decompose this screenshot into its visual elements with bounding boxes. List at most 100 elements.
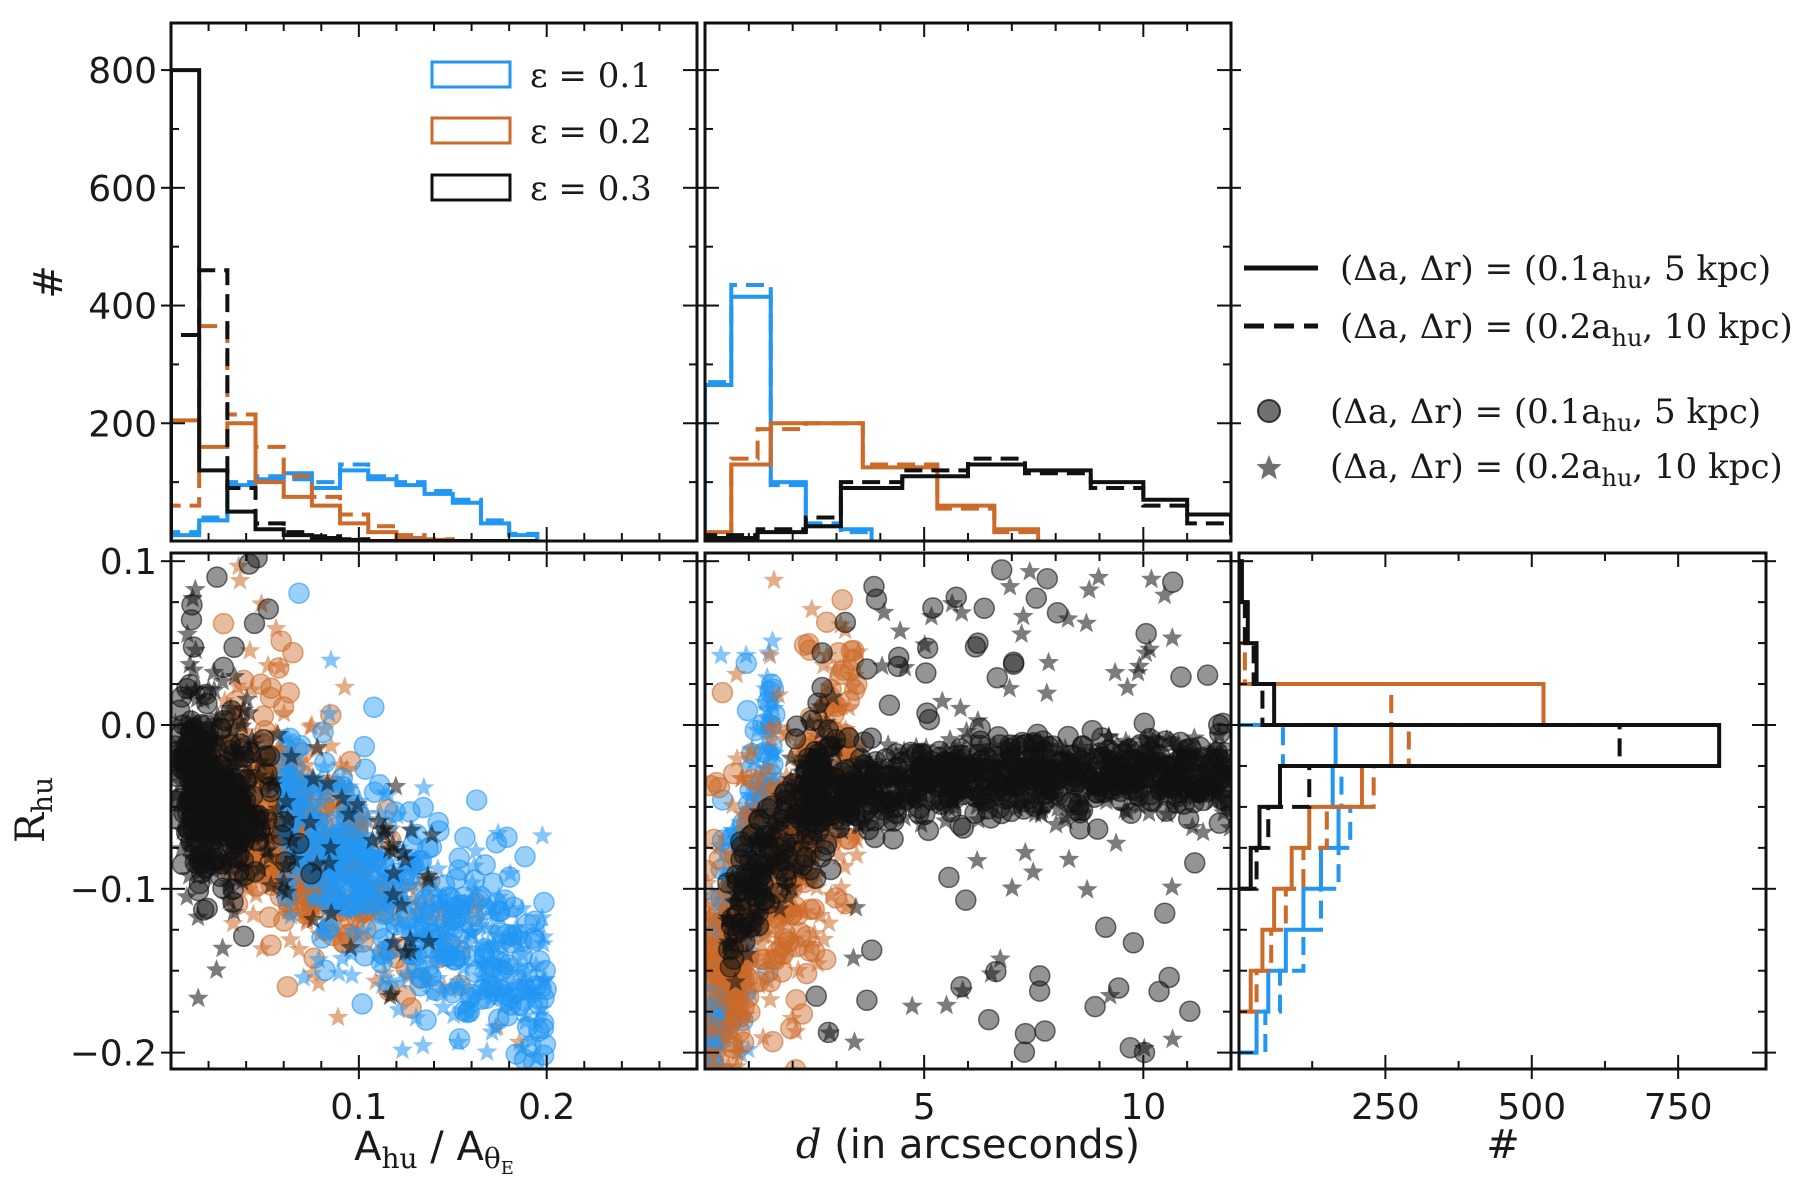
scatter-point-blue (406, 850, 428, 870)
scatter-point-black (1077, 764, 1099, 785)
scatter-point-black (1028, 980, 1051, 1002)
scatter-point-blue (736, 699, 759, 722)
scatter-point-black (1090, 764, 1112, 785)
scatter-point-blue (339, 897, 361, 918)
scatter-point-blue (312, 872, 333, 893)
scatter-point-black (819, 1022, 841, 1042)
scatter-point-blue (303, 866, 325, 887)
scatter-point-black (795, 805, 817, 825)
scatter-point-blue (453, 892, 475, 913)
scatter-point-black (399, 929, 421, 950)
legend-item-3-tail: , 5 kpc) (1632, 392, 1761, 432)
scatter-point-black (191, 862, 213, 884)
scatter-point-black (1084, 995, 1106, 1018)
scatter-point-black (1141, 568, 1162, 589)
scatter-point-blue (463, 869, 486, 891)
scatter-point-blue (379, 850, 401, 871)
panel-bottom-right-histograms (1239, 559, 1722, 1055)
scatter-point-black (1025, 746, 1047, 767)
scatter-point-black (791, 818, 813, 839)
scatter-point-black (1167, 737, 1188, 758)
scatter-point-black (815, 711, 837, 732)
scatter-point-black (232, 800, 254, 821)
scatter-point-orange (353, 864, 375, 885)
scatter-point-blue (736, 755, 758, 776)
scatter-point-black (1046, 602, 1069, 624)
scatter-point-black (811, 797, 833, 818)
scatter-point-black (421, 824, 443, 845)
scatter-point-black (865, 588, 888, 611)
scatter-point-black (915, 662, 937, 684)
top-left-y-tick-label: 800 (88, 51, 157, 92)
scatter-point-blue (332, 799, 354, 819)
scatter-point-orange (329, 754, 351, 775)
scatter-point-orange (799, 898, 821, 921)
scatter-point-orange (762, 948, 784, 971)
scatter-point-blue (442, 913, 464, 933)
scatter-point-black (905, 736, 927, 757)
scatter-point-black (1214, 741, 1231, 764)
top-middle-hist-orange-dashed (705, 421, 1041, 541)
scatter-point-black (1162, 571, 1184, 593)
scatter-point-black (1132, 756, 1155, 779)
scatter-point-orange (225, 729, 247, 750)
scatter-point-orange (745, 795, 767, 816)
scatter-point-blue (531, 906, 553, 927)
scatter-point-black (400, 819, 422, 840)
scatter-point-orange (830, 876, 852, 897)
scatter-point-black (869, 796, 891, 817)
scatter-point-black (933, 771, 955, 792)
scatter-point-blue (479, 896, 501, 917)
scatter-point-black (242, 801, 264, 822)
scatter-point-black (267, 798, 289, 819)
scatter-point-orange (270, 656, 291, 677)
scatter-point-black (942, 789, 964, 810)
scatter-point-black (1047, 797, 1069, 817)
scatter-point-orange (705, 872, 718, 893)
scatter-point-black (902, 783, 924, 803)
scatter-point-blue (413, 776, 435, 797)
scatter-point-blue (301, 887, 323, 908)
scatter-point-blue (427, 858, 449, 879)
scatter-point-black (732, 914, 754, 935)
scatter-point-black (276, 881, 298, 902)
scatter-point-black (837, 792, 859, 813)
scatter-point-blue (341, 964, 363, 985)
scatter-point-orange (717, 955, 739, 976)
scatter-point-black (1192, 821, 1214, 842)
scatter-point-blue (277, 726, 298, 746)
scatter-point-black (1152, 789, 1174, 809)
scatter-point-blue (386, 804, 408, 825)
scatter-point-orange (697, 1083, 718, 1103)
top-middle-hist-blue-solid (705, 294, 874, 541)
scatter-point-blue (352, 920, 374, 941)
scatter-point-black (418, 930, 440, 951)
scatter-point-blue (758, 708, 779, 728)
scatter-point-black (983, 735, 1005, 756)
scatter-point-black (232, 925, 255, 947)
scatter-point-orange (840, 640, 863, 662)
scatter-point-orange (334, 676, 356, 697)
scatter-point-black (1037, 735, 1059, 756)
scatter-point-blue (492, 950, 514, 971)
scatter-point-blue (421, 982, 443, 1003)
scatter-point-black (198, 678, 219, 699)
bottom-left-x-axis-label: Ahu / AθE (354, 1124, 514, 1179)
scatter-point-blue (416, 876, 438, 896)
legend-item-2-sub: hu (1612, 324, 1643, 352)
scatter-point-orange (806, 864, 828, 885)
scatter-point-black (260, 874, 282, 895)
scatter-point-black (192, 768, 214, 789)
scatter-point-blue (525, 1047, 547, 1067)
legend-item-4-sub: hu (1602, 464, 1633, 492)
scatter-point-orange (295, 754, 317, 775)
scatter-point-blue (353, 735, 376, 758)
scatter-point-blue (341, 921, 363, 942)
bottom-y-label-R: R (8, 811, 54, 843)
scatter-point-orange (801, 729, 823, 749)
scatter-point-black (853, 748, 874, 769)
scatter-point-blue (370, 844, 392, 865)
scatter-point-black (731, 835, 753, 858)
scatter-point-orange (320, 735, 342, 755)
scatter-point-blue (392, 1039, 413, 1060)
